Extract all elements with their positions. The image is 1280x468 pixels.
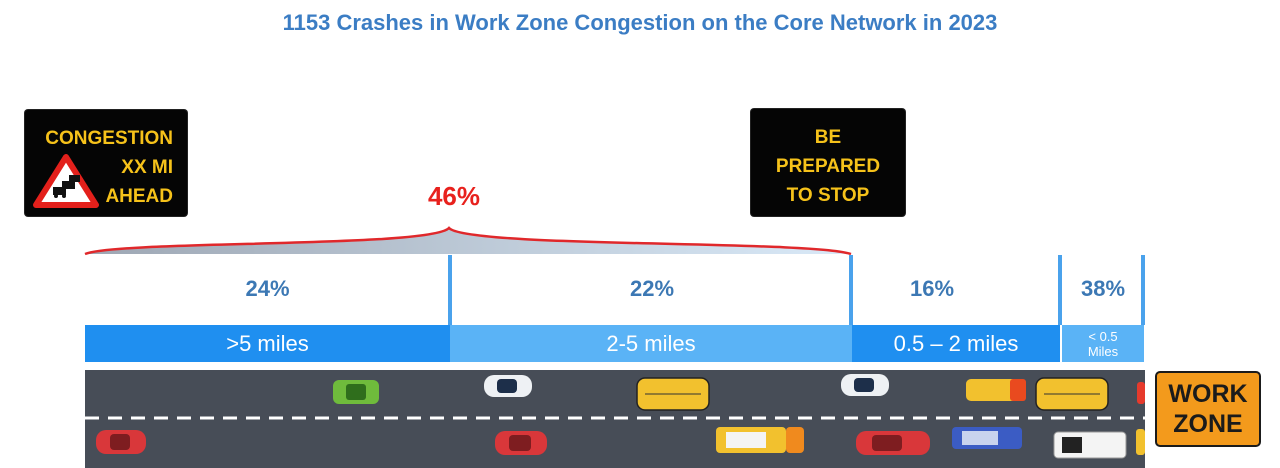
truck-icon: [716, 427, 804, 453]
band-label: 0.5 – 2 miles: [893, 330, 1019, 356]
chart-title: 1153 Crashes in Work Zone Congestion on …: [282, 10, 998, 35]
car-icon: [484, 375, 532, 397]
car-icon: [495, 431, 547, 455]
segment-divider: [849, 255, 853, 325]
segment-value-gt5: 24%: [245, 276, 290, 301]
truck-icon: [966, 379, 1026, 401]
car-icon: [333, 380, 379, 404]
segment-value-05to2: 16%: [909, 276, 955, 301]
band-label: 2-5 miles: [606, 330, 696, 356]
work-zone-line-2: ZONE: [1173, 410, 1243, 438]
distance-band-gt5: >5 miles: [85, 325, 450, 362]
stop-sign-line-3: TO STOP: [786, 185, 870, 206]
band-label: < 0.5 Miles: [1087, 328, 1119, 359]
distance-band-lt05: < 0.5 Miles: [1062, 325, 1144, 362]
congestion-warning-icon: [33, 154, 99, 208]
segment-divider: [448, 255, 452, 325]
stop-sign-line-1: BE: [814, 127, 842, 148]
segment-value-lt05: 38%: [1080, 276, 1126, 301]
distance-band-2to5: 2-5 miles: [450, 325, 852, 362]
segment-value-2to5: 22%: [629, 276, 675, 301]
distance-band-05to2: 0.5 – 2 miles: [852, 325, 1060, 362]
congestion-sign-line-1: CONGESTION: [45, 128, 173, 149]
congestion-sign-line-3: AHEAD: [105, 186, 173, 207]
band-label: >5 miles: [226, 330, 309, 356]
car-icon: [96, 430, 146, 454]
work-zone-line-1: WORK: [1168, 380, 1248, 408]
car-icon: [856, 431, 930, 455]
segment-divider: [1058, 255, 1062, 325]
congestion-ahead-sign: CONGESTION XX MI AHEAD: [25, 110, 187, 216]
truck-icon: [952, 427, 1022, 449]
segment-divider: [1141, 255, 1145, 325]
car-icon: [841, 374, 889, 396]
combined-share-label: 46%: [427, 181, 481, 211]
prepare-to-stop-sign: BE PREPARED TO STOP: [751, 109, 905, 216]
truck-icon: [1136, 429, 1145, 455]
work-zone-sign: WORK ZONE: [1155, 371, 1261, 447]
bus-icon: [636, 377, 710, 411]
congestion-sign-line-2: XX MI: [121, 157, 173, 178]
car-icon: [1137, 382, 1145, 404]
truck-icon: [1053, 431, 1127, 459]
bus-icon: [1035, 377, 1109, 411]
stop-sign-line-2: PREPARED: [775, 156, 881, 177]
